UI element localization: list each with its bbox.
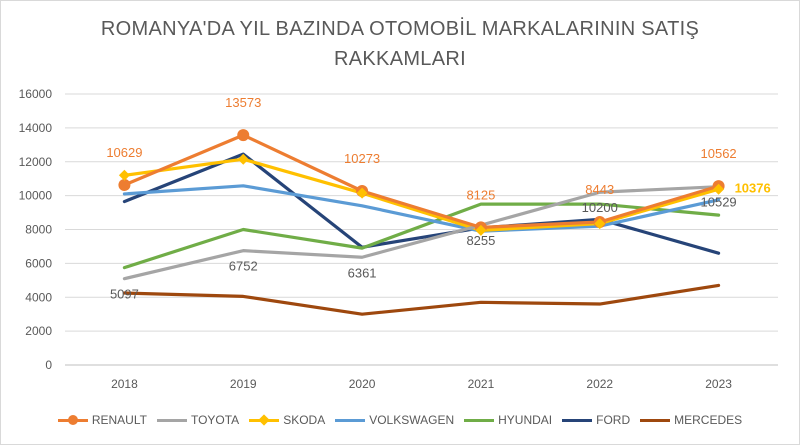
data-label-renault: 8443 [585,182,614,197]
legend-label: RENAULT [91,413,147,427]
legend-item-hyundai: HYUNDAI [464,413,552,427]
data-label-skoda: 10376 [735,180,771,195]
y-tick-label: 6000 [25,256,52,270]
marker-renault [118,178,131,191]
chart-title: ROMANYA'DA YIL BAZINDA OTOMOBİL MARKALAR… [60,14,740,74]
chart-title-line-2: RAKKAMLARI [334,48,466,70]
y-tick-label: 8000 [25,223,52,237]
x-tick-label: 2020 [349,377,376,391]
x-tick-label: 2022 [586,377,613,391]
y-tick-label: 10000 [19,189,53,203]
y-tick-label: 0 [45,358,52,372]
legend-swatch [335,414,366,426]
legend-label: SKODA [283,413,326,427]
x-tick-label: 2018 [111,377,138,391]
marker-skoda [118,169,130,181]
gridlines [65,93,778,366]
legend-label: MERCEDES [674,413,743,427]
series-line-skoda [122,157,721,232]
marker-skoda [356,187,368,199]
data-label-toyota: 6361 [348,265,377,280]
data-label-renault: 13573 [225,95,261,110]
chart-legend: RENAULT TOYOTA SKODA VOLKSWAGEN HYUNDAI FORD M… [0,408,800,432]
y-tick-label: 12000 [19,155,53,169]
legend-item-renault: RENAULT [57,413,147,427]
marker-skoda [713,183,725,195]
y-axis-ticks: 0 2000 4000 6000 8000 10000 12000 14000 16000 [19,87,53,372]
legend-swatch [156,414,187,426]
y-tick-label: 16000 [19,87,53,101]
data-label-renault: 8125 [466,187,495,202]
legend-label: FORD [596,413,631,427]
x-tick-label: 2023 [705,377,732,391]
series-line-renault [122,133,721,229]
data-label-toyota: 10529 [701,195,737,210]
data-label-renault: 10562 [701,146,737,161]
legend-swatch [249,414,280,426]
marker-skoda [237,153,249,165]
legend-item-volkswagen: VOLKSWAGEN [335,413,454,427]
legend-swatch [57,414,88,426]
data-label-toyota: 10200 [582,200,618,215]
data-label-renault: 10273 [344,151,380,166]
y-tick-label: 4000 [25,290,52,304]
data-label-toyota: 5097 [110,287,139,302]
marker-renault [237,129,250,142]
series-line-toyota [122,185,721,281]
y-tick-label: 14000 [19,121,53,135]
legend-swatch [464,414,495,426]
chart-title-line-1: ROMANYA'DA YIL BAZINDA OTOMOBİL MARKALAR… [100,18,700,40]
series-markers [118,129,725,236]
series-lines [122,133,721,316]
series-line-mercedes [122,283,721,316]
marker-skoda [594,218,606,230]
series-line-volkswagen [122,184,721,233]
legend-item-mercedes: MERCEDES [640,413,742,427]
y-tick-label: 2000 [25,324,52,338]
data-labels: 10629 13573 10273 8125 8443 10562 5097 6752 6361… [106,95,770,302]
legend-label: VOLKSWAGEN [369,413,455,427]
legend-label: TOYOTA [190,413,240,427]
marker-skoda [475,224,487,236]
data-label-toyota: 6752 [229,259,258,274]
legend-swatch [640,414,671,426]
legend-swatch [562,414,593,426]
series-line-hyundai [122,202,721,270]
data-label-toyota: 8255 [466,233,495,248]
legend-item-toyota: TOYOTA [156,413,240,427]
data-label-renault: 10629 [106,145,142,160]
x-tick-label: 2019 [230,377,257,391]
legend-item-ford: FORD [562,413,630,427]
legend-label: HYUNDAI [498,413,553,427]
x-tick-label: 2021 [468,377,495,391]
legend-item-skoda: SKODA [249,413,325,427]
x-axis-ticks: 2018 2019 2020 2021 2022 2023 [111,377,732,391]
